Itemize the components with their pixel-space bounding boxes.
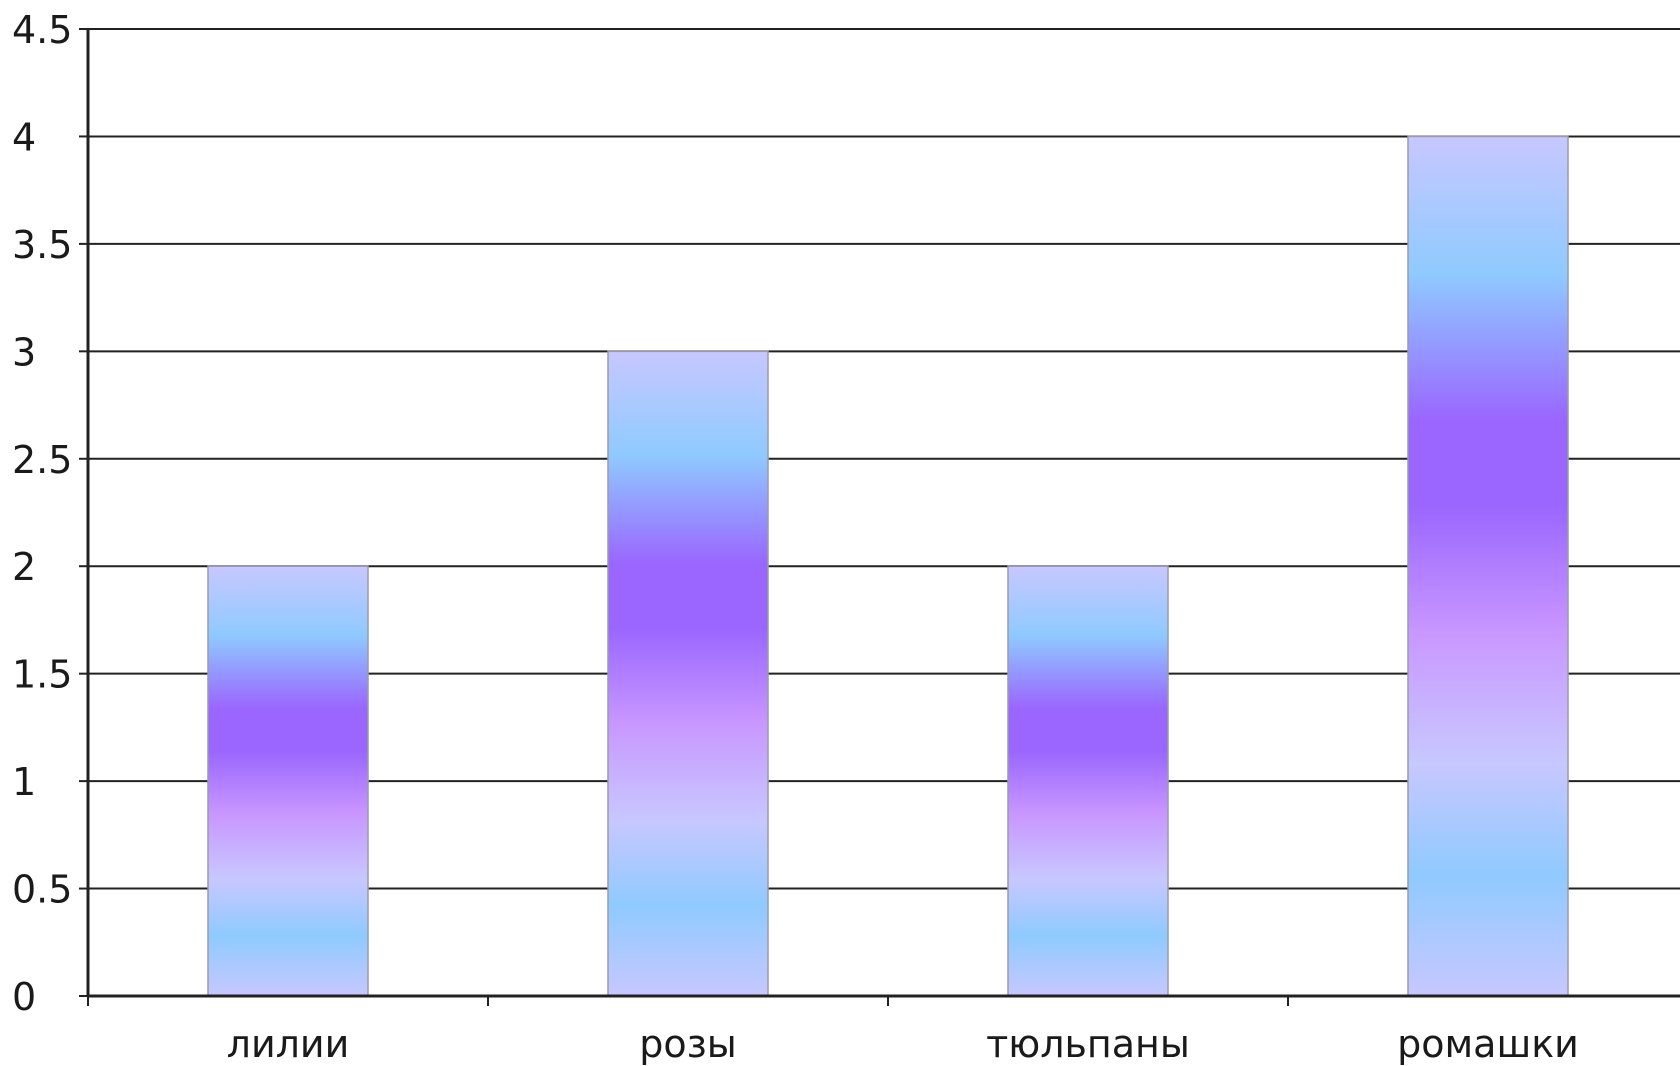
bar-3 xyxy=(1007,565,1169,997)
x-tick-label: тюльпаны xyxy=(986,1022,1190,1066)
axes xyxy=(79,28,1680,1006)
bar-4 xyxy=(1407,135,1569,997)
y-tick-label: 3 xyxy=(12,330,36,374)
bar-1 xyxy=(207,565,369,997)
y-tick-label: 1.5 xyxy=(12,653,72,697)
y-tick-label: 2.5 xyxy=(12,438,72,482)
y-tick-label: 1 xyxy=(12,760,36,804)
bar-2 xyxy=(607,350,769,997)
y-tick-label: 4.5 xyxy=(12,8,72,52)
y-tick-label: 0.5 xyxy=(12,868,72,912)
y-tick-label: 0 xyxy=(12,975,36,1019)
y-tick-label: 3.5 xyxy=(12,223,72,267)
x-tick-label: лилии xyxy=(227,1022,350,1066)
x-tick-label: ромашки xyxy=(1397,1022,1579,1066)
y-tick-labels: 0 0.5 1 1.5 2 2.5 3 3.5 4 4.5 xyxy=(12,8,72,1019)
x-tick-labels: лилии розы тюльпаны ромашки xyxy=(227,1022,1579,1066)
bars xyxy=(207,135,1569,997)
x-tick-label: розы xyxy=(639,1022,737,1066)
y-tick-label: 4 xyxy=(12,115,36,159)
y-tick-label: 2 xyxy=(12,545,36,589)
